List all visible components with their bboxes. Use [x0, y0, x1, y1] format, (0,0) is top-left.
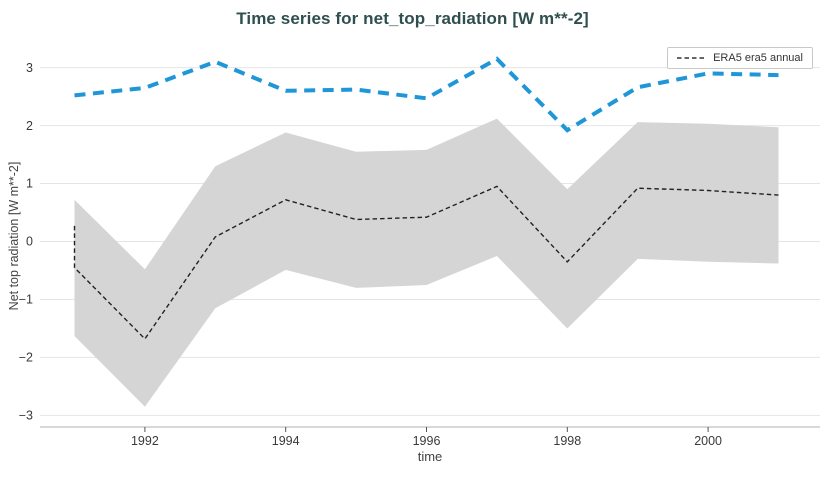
svg-text:3: 3	[26, 61, 33, 75]
x-axis-label: time	[417, 449, 443, 464]
svg-text:−2: −2	[19, 351, 33, 365]
svg-text:−3: −3	[19, 409, 33, 423]
svg-text:−1: −1	[19, 293, 33, 307]
x-tick-labels: 1992 1994 1996 1998 2000	[131, 434, 722, 448]
dashed-line-legend-icon	[677, 57, 706, 59]
svg-text:2: 2	[26, 119, 33, 133]
svg-text:1: 1	[26, 177, 33, 191]
svg-text:1992: 1992	[131, 434, 159, 448]
era5-annual-line	[73, 185, 779, 340]
uncertainty-band	[74, 118, 779, 407]
y-tick-labels: 3 2 1 0 −1 −2 −3	[19, 61, 33, 423]
blue-dashed-line	[74, 56, 779, 133]
svg-text:0: 0	[26, 235, 33, 249]
svg-text:2000: 2000	[694, 434, 722, 448]
y-axis-label: Net top radiation [W m**-2]	[7, 161, 21, 311]
svg-text:1998: 1998	[553, 434, 581, 448]
chart-title: Time series for net_top_radiation [W m**…	[236, 9, 589, 28]
svg-text:1994: 1994	[272, 434, 300, 448]
legend[interactable]: ERA5 era5 annual	[667, 47, 813, 69]
x-tick-marks	[144, 427, 709, 432]
svg-text:1996: 1996	[413, 434, 441, 448]
legend-label: ERA5 era5 annual	[713, 52, 803, 64]
